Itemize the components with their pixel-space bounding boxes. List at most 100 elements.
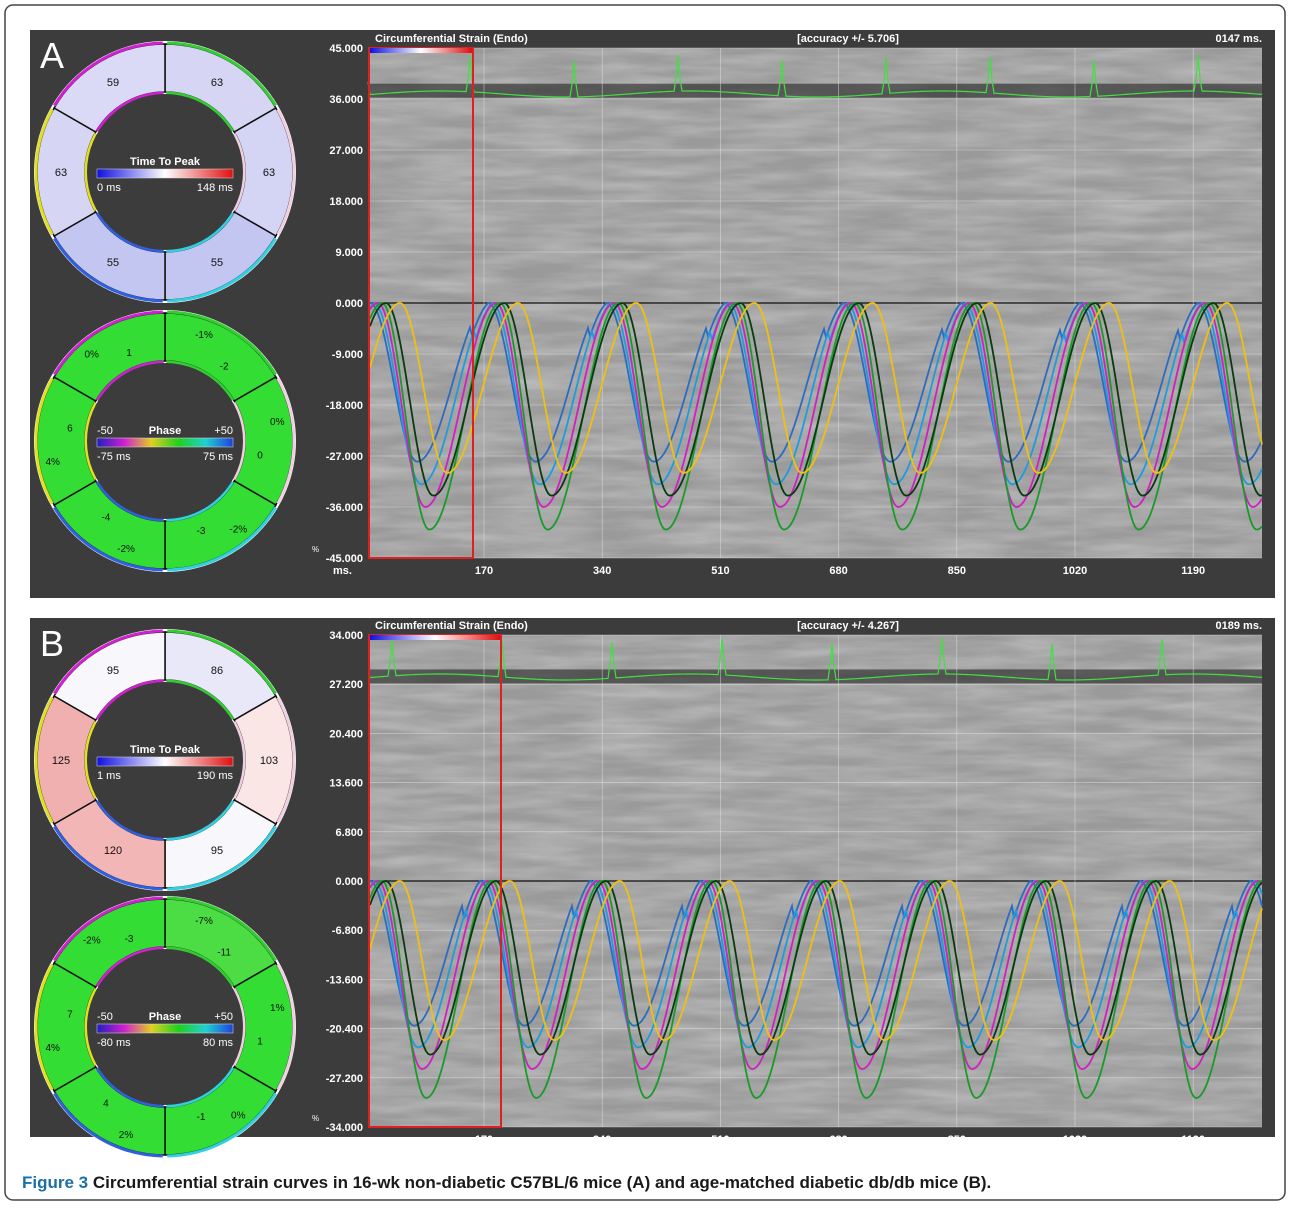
color-bar-left: -50 (97, 425, 113, 437)
segment-value: -3 (125, 934, 134, 945)
x-tick-label: 1020 (1063, 1134, 1087, 1146)
color-bar-min: -75 ms (97, 451, 131, 463)
segment-value: 55 (211, 257, 223, 269)
panel-label: A (40, 35, 64, 76)
color-bar-min: 1 ms (97, 770, 121, 782)
caption-text: Circumferential strain curves in 16-wk n… (93, 1173, 991, 1192)
color-bar-max: 75 ms (203, 451, 233, 463)
y-tick-label: -45.000 (326, 553, 363, 565)
y-unit: % (312, 1114, 319, 1123)
color-bar-title: Phase (149, 425, 181, 437)
caption: Figure 3 Circumferential strain curves i… (22, 1173, 991, 1192)
caption-label: Figure 3 (22, 1173, 88, 1192)
y-tick-label: -36.000 (326, 502, 363, 514)
segment-value: 4 (103, 1099, 109, 1110)
segment-value: 103 (260, 755, 278, 767)
x-tick-label: 850 (948, 1134, 966, 1146)
y-tick-label: 27.000 (329, 145, 363, 157)
segment-value: 6 (67, 424, 73, 435)
y-tick-label: -6.800 (332, 925, 363, 937)
segment-value: 125 (52, 755, 70, 767)
y-unit: % (312, 545, 319, 554)
plot-time: 0189 ms. (1216, 620, 1262, 632)
x-tick-label: 170 (475, 1134, 493, 1146)
segment-percent: 1% (270, 1003, 285, 1014)
color-bar-min: 0 ms (97, 182, 121, 194)
segment-percent: -2% (83, 936, 101, 947)
color-bar (97, 438, 233, 447)
color-bar-max: 190 ms (197, 770, 234, 782)
y-tick-label: 27.200 (329, 679, 363, 691)
segment-value: 1 (257, 1036, 263, 1047)
color-bar-title: Time To Peak (130, 156, 201, 168)
x-tick-label: 1190 (1181, 1134, 1205, 1146)
y-tick-label: 6.800 (335, 827, 363, 839)
y-tick-label: -34.000 (326, 1122, 363, 1134)
y-tick-label: -27.000 (326, 451, 363, 463)
x-tick-label: 510 (711, 1134, 729, 1146)
color-bar-min: -80 ms (97, 1037, 131, 1049)
segment-percent: -2% (229, 524, 247, 535)
x-tick-label: 680 (829, 1134, 847, 1146)
segment-percent: 4% (46, 1043, 61, 1054)
panel-label: B (40, 623, 64, 664)
plot-band (368, 84, 1262, 98)
color-bar-title: Phase (149, 1011, 181, 1023)
segment-value: 55 (107, 257, 119, 269)
color-bar-title: Time To Peak (130, 744, 201, 756)
x-tick-label: 510 (711, 565, 729, 577)
color-bar (97, 1024, 233, 1033)
segment-value: 1 (126, 348, 132, 359)
y-tick-label: 45.000 (329, 43, 363, 55)
plot-time: 0147 ms. (1216, 33, 1262, 45)
x-tick-label: 340 (593, 1134, 611, 1146)
x-tick-label: 680 (829, 565, 847, 577)
segment-value: -4 (101, 513, 110, 524)
segment-value: 63 (211, 77, 223, 89)
plot-accuracy: [accuracy +/- 5.706] (797, 33, 899, 45)
y-tick-label: -9.000 (332, 349, 363, 361)
segment-value: -2 (220, 361, 229, 372)
y-tick-label: 0.000 (335, 876, 363, 888)
selection-bar (370, 48, 472, 53)
y-tick-label: 9.000 (335, 247, 363, 259)
segment-value: 95 (211, 845, 223, 857)
selection-bar (370, 635, 500, 640)
y-tick-label: -20.400 (326, 1024, 363, 1036)
color-bar-max: 80 ms (203, 1037, 233, 1049)
plot-accuracy: [accuracy +/- 4.267] (797, 620, 899, 632)
figure: Figure 3 Circumferential strain curves i… (0, 0, 1290, 1210)
plot-title: Circumferential Strain (Endo) (375, 33, 528, 45)
x-tick-label: 340 (593, 565, 611, 577)
segment-value: 63 (55, 167, 67, 179)
y-tick-label: 18.000 (329, 196, 363, 208)
y-tick-label: 36.000 (329, 94, 363, 106)
x-tick-label: 170 (475, 565, 493, 577)
segment-percent: 0% (84, 350, 99, 361)
color-bar-right: +50 (214, 1011, 233, 1023)
segment-value: -1 (197, 1112, 206, 1123)
y-tick-label: -18.000 (326, 400, 363, 412)
segment-percent: 0% (231, 1110, 246, 1121)
segment-value: 95 (107, 665, 119, 677)
x-unit: ms. (333, 565, 352, 577)
segment-percent: 0% (270, 417, 285, 428)
color-bar-left: -50 (97, 1011, 113, 1023)
color-bar-max: 148 ms (197, 182, 234, 194)
x-tick-label: 1020 (1063, 565, 1087, 577)
segment-value: 7 (67, 1010, 73, 1021)
y-tick-label: 13.600 (329, 778, 363, 790)
x-tick-label: 850 (948, 565, 966, 577)
segment-percent: 2% (119, 1130, 134, 1141)
segment-value: 120 (104, 845, 122, 857)
page: {"panels":[ {"label":"A", "ttp":{"title"… (0, 0, 1290, 1210)
color-bar (97, 169, 233, 178)
plot-title: Circumferential Strain (Endo) (375, 620, 528, 632)
segment-percent: 4% (46, 457, 61, 468)
segment-percent: -1% (195, 330, 213, 341)
segment-value: -11 (217, 947, 231, 958)
segment-value: 86 (211, 665, 223, 677)
y-tick-label: -13.600 (326, 974, 363, 986)
segment-value: -3 (197, 526, 206, 537)
segment-value: 59 (107, 77, 119, 89)
